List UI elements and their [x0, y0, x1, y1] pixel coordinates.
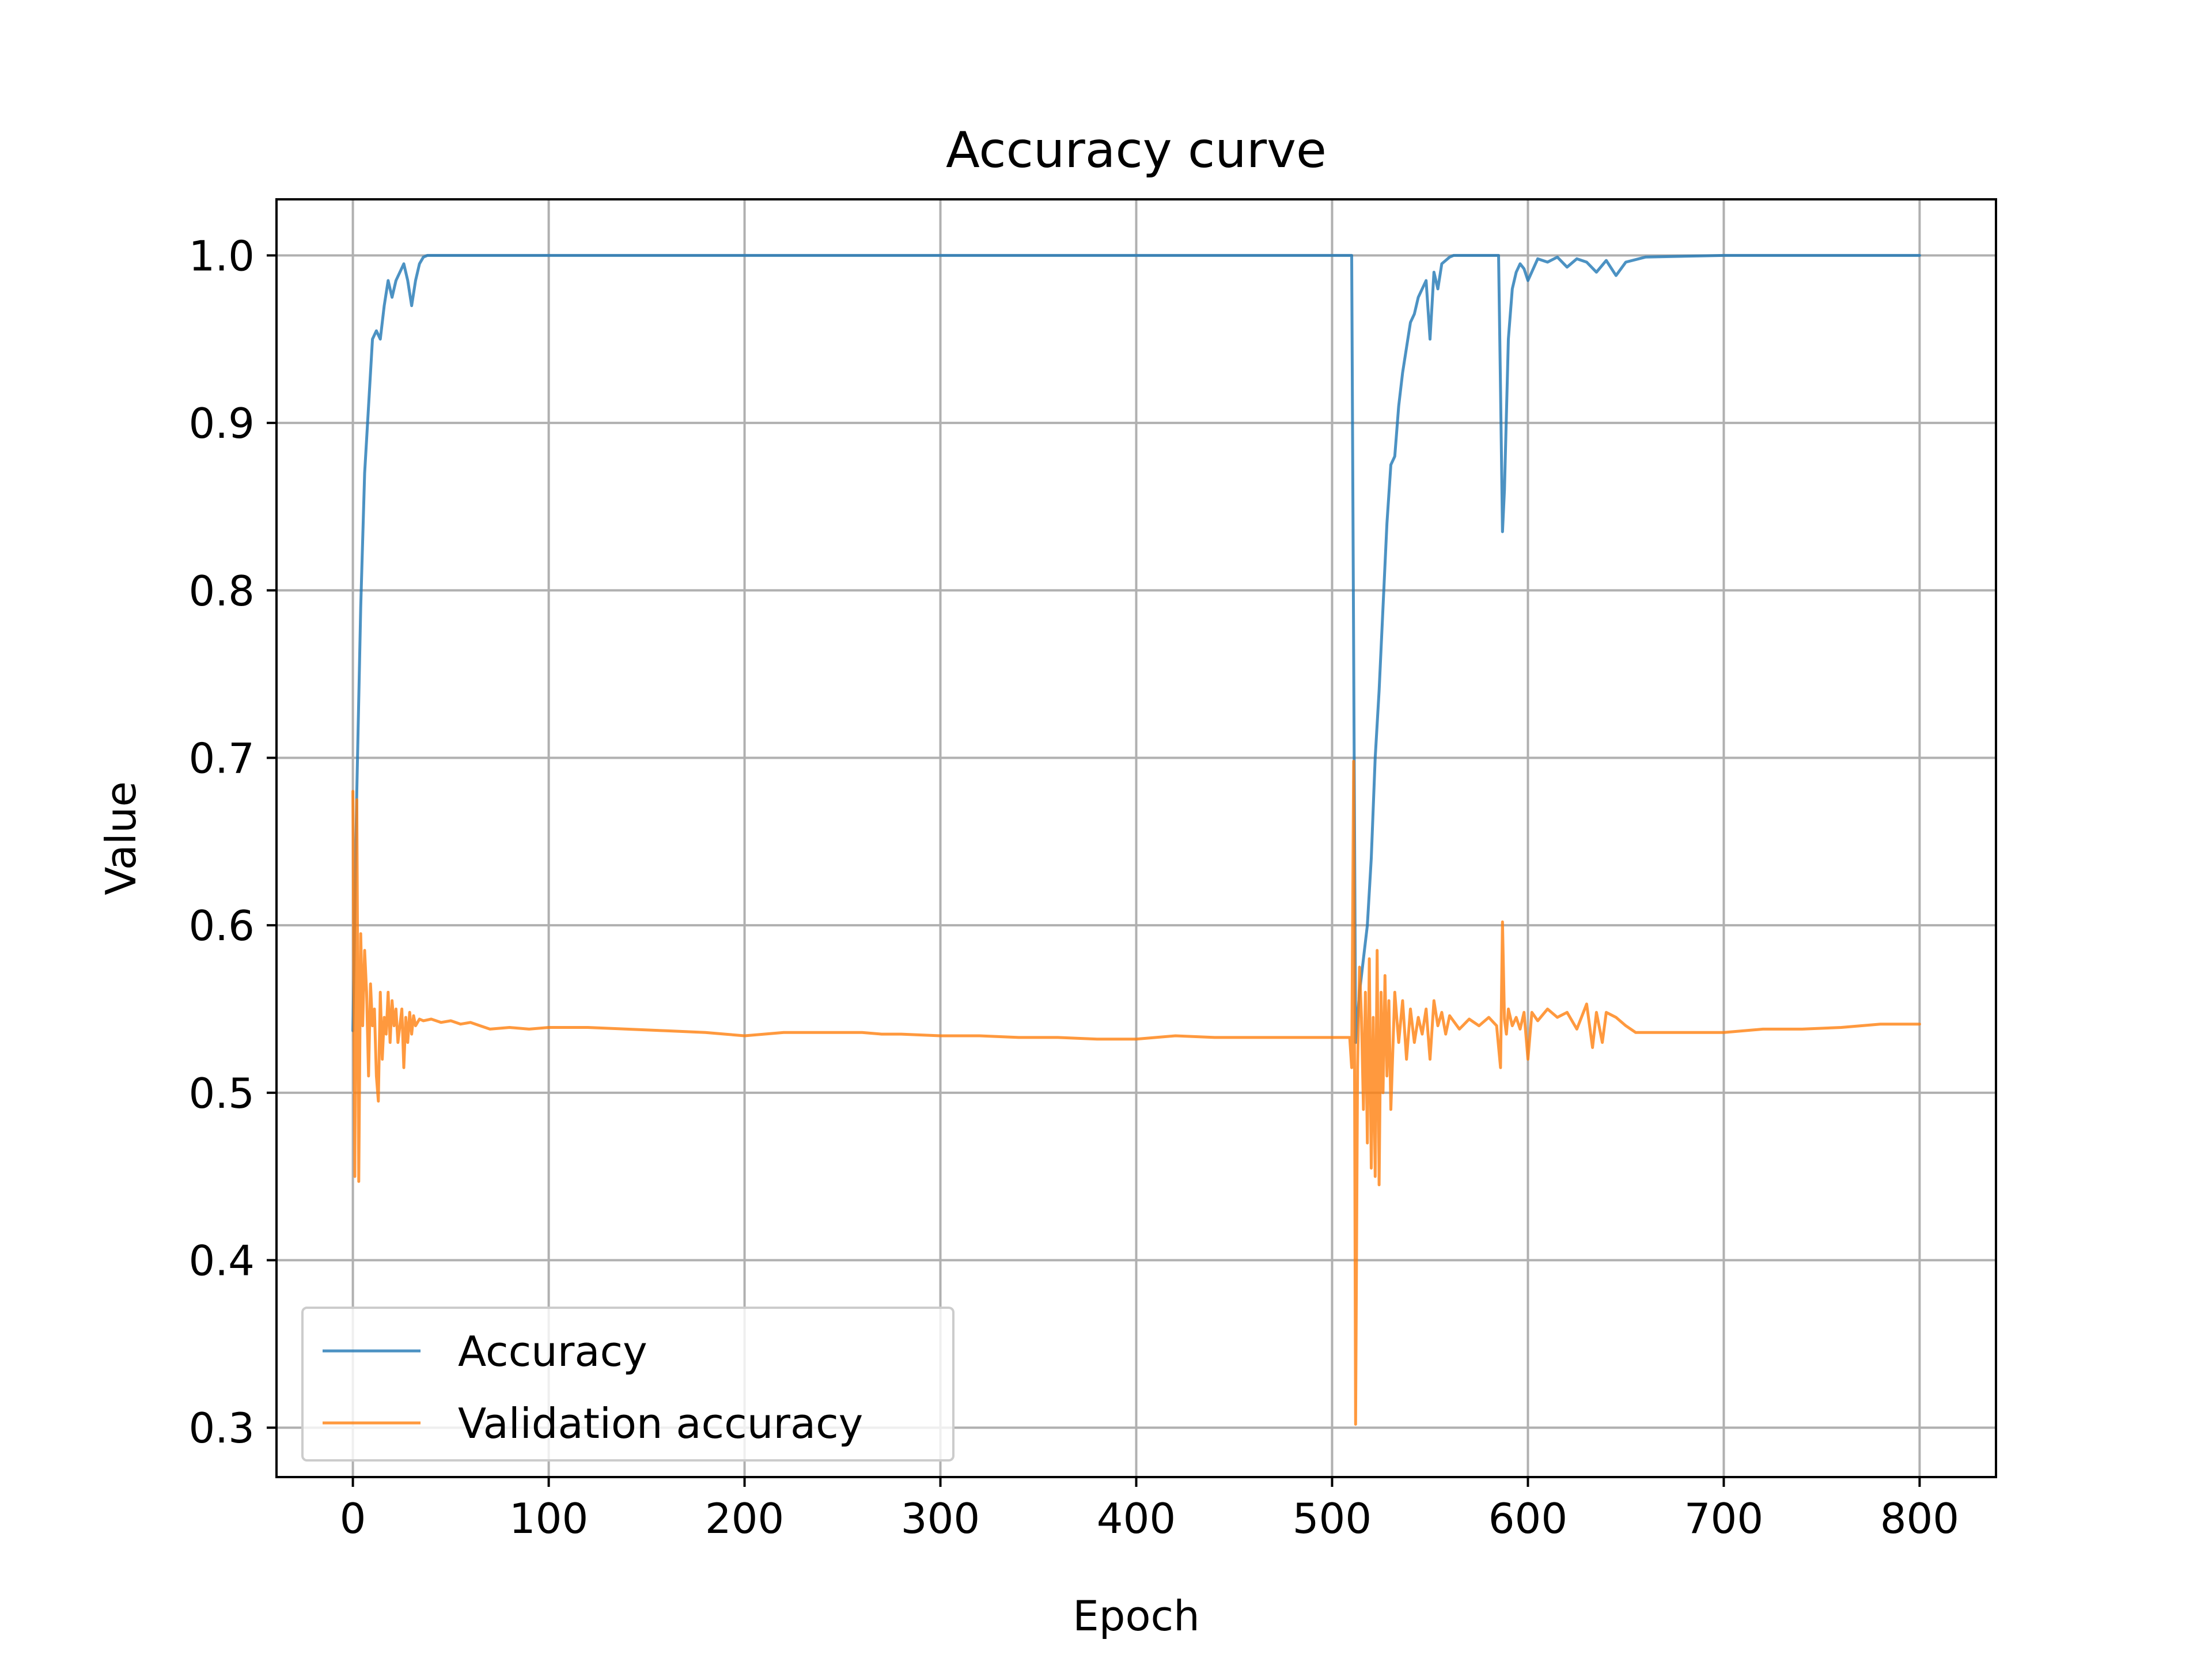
x-tick-label: 0 — [340, 1494, 366, 1543]
y-tick-label: 0.3 — [188, 1404, 255, 1452]
x-tick-label: 300 — [901, 1494, 980, 1543]
chart-title: Accuracy curve — [946, 122, 1327, 179]
y-tick-label: 1.0 — [188, 232, 255, 280]
y-axis-label: Value — [97, 781, 145, 895]
y-tick-label: 0.5 — [188, 1069, 255, 1118]
x-tick-label: 500 — [1293, 1494, 1372, 1543]
y-axis-ticks: 0.3 0.4 0.5 0.6 0.7 0.8 0.9 1.0 — [188, 232, 276, 1452]
series-line-validation-accuracy — [351, 759, 1921, 1426]
y-tick-label: 0.8 — [188, 567, 255, 615]
legend-box — [301, 1307, 955, 1462]
grid — [276, 199, 1996, 1477]
y-tick-label: 0.7 — [188, 734, 255, 782]
y-tick-label: 0.4 — [188, 1237, 255, 1285]
series-lines — [351, 253, 1921, 1426]
x-tick-label: 800 — [1880, 1494, 1959, 1543]
legend: Accuracy Validation accuracy — [301, 1307, 955, 1462]
x-axis-ticks: 0 100 200 300 400 500 600 700 800 — [340, 1477, 1959, 1543]
x-tick-label: 100 — [509, 1494, 588, 1543]
y-tick-label: 0.9 — [188, 399, 255, 448]
legend-label-validation-accuracy: Validation accuracy — [458, 1399, 863, 1448]
x-tick-label: 700 — [1684, 1494, 1763, 1543]
x-tick-label: 400 — [1097, 1494, 1176, 1543]
x-tick-label: 600 — [1488, 1494, 1567, 1543]
x-axis-label: Epoch — [1073, 1592, 1199, 1640]
series-line-accuracy — [351, 253, 1921, 1044]
x-tick-label: 200 — [705, 1494, 784, 1543]
y-tick-label: 0.6 — [188, 902, 255, 950]
legend-label-accuracy: Accuracy — [458, 1327, 647, 1376]
